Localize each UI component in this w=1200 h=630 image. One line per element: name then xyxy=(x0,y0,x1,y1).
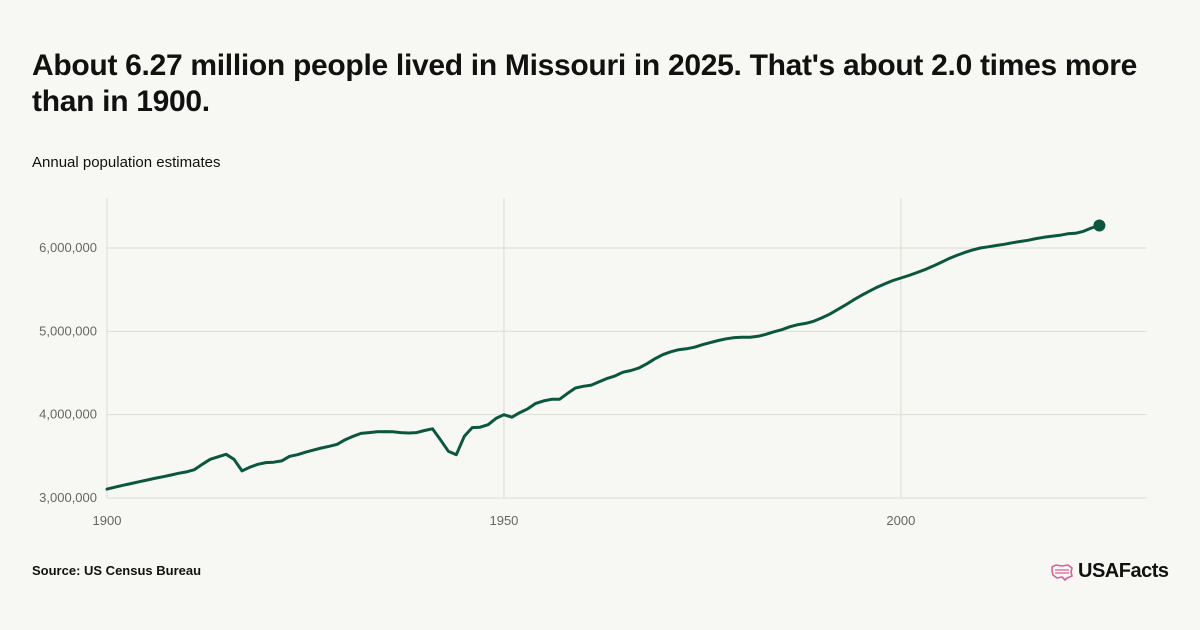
axis-layer: 3,000,000 4,000,000 5,000,000 6,000,000 1900… xyxy=(39,240,915,528)
source-note: Source: US Census Bureau xyxy=(32,563,202,578)
us-map-logo-icon xyxy=(1051,563,1073,581)
y-tick-label: 4,000,000 xyxy=(39,407,97,422)
y-tick-label: 6,000,000 xyxy=(39,240,97,255)
latest-value-point[interactable] xyxy=(1093,219,1106,232)
usafacts-logo[interactable]: USAFacts xyxy=(1050,560,1169,583)
population-line-chart: 3,000,000 4,000,000 5,000,000 6,000,000 1900… xyxy=(39,198,1147,528)
series-layer xyxy=(105,219,1106,491)
grid-layer xyxy=(106,198,1147,499)
chart-subtitle: Annual population estimates xyxy=(32,154,221,171)
x-tick-label: 1950 xyxy=(489,513,518,528)
population-series-line xyxy=(105,224,1101,491)
y-tick-label: 5,000,000 xyxy=(39,323,97,338)
chart-title: About 6.27 million people lived in Misso… xyxy=(32,49,1138,118)
x-tick-label: 2000 xyxy=(886,513,915,528)
logo-text: USAFacts xyxy=(1078,560,1169,582)
y-tick-label: 3,000,000 xyxy=(39,490,97,505)
x-tick-label: 1900 xyxy=(93,513,122,528)
